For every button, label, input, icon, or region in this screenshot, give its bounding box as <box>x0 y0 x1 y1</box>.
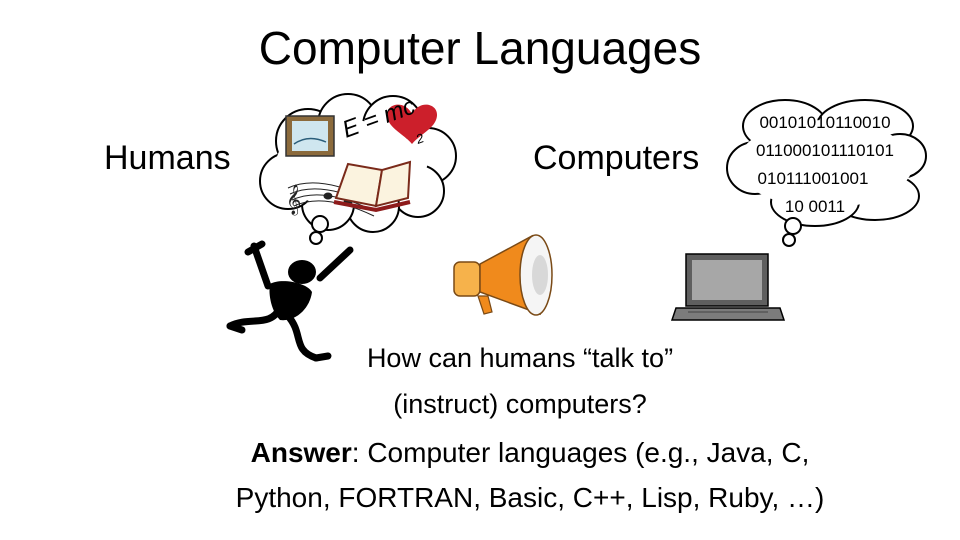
human-thought-cloud: E = mc 2 𝄞 <box>259 92 457 245</box>
answer-line-1-rest: : Computer languages (e.g., Java, C, <box>351 437 810 468</box>
binary-line-3: 010111001001 <box>758 169 869 188</box>
answer-label: Answer <box>250 437 352 468</box>
binary-line-4: 10 0011 <box>785 197 845 216</box>
question-text: How can humans “talk to” (instruct) comp… <box>240 335 800 427</box>
humans-label: Humans <box>104 139 231 177</box>
question-line-2: (instruct) computers? <box>393 389 647 419</box>
computers-label: Computers <box>533 139 700 177</box>
binary-line-1: 00101010110010 <box>759 113 890 132</box>
slide-title: Computer Languages <box>258 22 702 74</box>
answer-line-1: Answer: Computer languages (e.g., Java, … <box>150 430 910 475</box>
answer-line-2: Python, FORTRAN, Basic, C++, Lisp, Ruby,… <box>235 482 825 513</box>
music-notes-icon: 𝄞 <box>286 182 375 217</box>
binary-line-2: 011000101110101 <box>756 141 894 160</box>
framed-picture-icon <box>285 115 335 157</box>
open-book-icon <box>333 160 412 213</box>
megaphone-icon <box>453 234 553 316</box>
svg-text:𝄞: 𝄞 <box>286 184 301 216</box>
heart-icon <box>386 104 438 144</box>
computer-thought-cloud: 00101010110010 011000101110101 010111001… <box>726 99 927 247</box>
laptop-icon <box>670 253 786 321</box>
answer-text: Answer: Computer languages (e.g., Java, … <box>150 430 910 520</box>
question-line-1: How can humans “talk to” <box>366 343 674 373</box>
dancing-person-icon <box>226 240 354 362</box>
